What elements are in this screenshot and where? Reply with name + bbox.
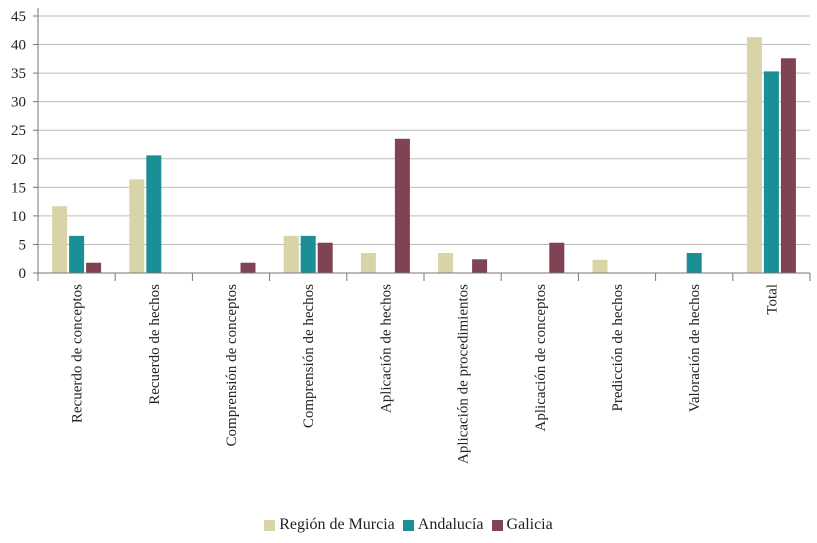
x-tick-label: Aplicación de procedimientos xyxy=(456,284,472,464)
y-tick-label: 20 xyxy=(11,152,26,168)
x-tick-label: Aplicación de hechos xyxy=(378,284,394,413)
bar xyxy=(686,253,702,273)
x-tick-label: Comprensión de hechos xyxy=(301,284,317,428)
bar xyxy=(240,262,256,273)
bar xyxy=(472,259,488,273)
bar xyxy=(746,37,762,274)
bar xyxy=(146,155,162,273)
bar xyxy=(283,235,299,273)
legend-item: Galicia xyxy=(491,516,553,534)
legend-swatch xyxy=(491,519,503,531)
legend-label: Región de Murcia xyxy=(279,516,395,533)
bar xyxy=(300,235,316,273)
legend-swatch xyxy=(264,519,276,531)
bar xyxy=(69,235,85,273)
bar xyxy=(549,242,565,273)
bar xyxy=(86,262,102,273)
bar xyxy=(129,179,145,273)
legend-label: Andalucía xyxy=(417,516,484,533)
bars xyxy=(52,37,796,274)
legend-swatch xyxy=(402,519,414,531)
y-tick-label: 30 xyxy=(11,95,26,111)
y-tick-label: 25 xyxy=(11,123,26,139)
bar xyxy=(317,242,333,273)
x-tick-label: Recuerdo de conceptos xyxy=(70,284,86,423)
y-tick-label: 5 xyxy=(19,237,27,253)
bar xyxy=(780,58,796,273)
x-tick-label: Total xyxy=(764,284,780,315)
x-tick-label: Recuerdo de hechos xyxy=(147,284,163,405)
x-tick-label: Valoración de hechos xyxy=(687,284,703,412)
bar xyxy=(394,138,410,273)
x-axis: Recuerdo de conceptos Recuerdo de hechos C… xyxy=(37,272,811,464)
x-tick-label: Aplicación de conceptos xyxy=(533,284,549,432)
legend-item: Región de Murcia xyxy=(264,516,395,534)
y-axis: 0 5 10 15 20 25 30 35 40 45 xyxy=(11,8,39,282)
bar xyxy=(52,206,68,273)
bar xyxy=(592,259,608,273)
bar xyxy=(763,71,779,273)
y-tick-label: 35 xyxy=(11,66,26,82)
x-tick-label: Comprensión de conceptos xyxy=(224,284,240,447)
legend-item: Andalucía xyxy=(402,516,484,534)
bar xyxy=(360,253,376,273)
legend-label: Galicia xyxy=(506,516,553,533)
bar xyxy=(438,253,454,273)
y-tick-label: 0 xyxy=(19,266,27,282)
y-tick-label: 40 xyxy=(11,38,26,54)
legend: Región de Murcia Andalucía Galicia xyxy=(0,516,817,534)
y-tick-label: 15 xyxy=(11,180,26,196)
y-tick-label: 10 xyxy=(11,209,26,225)
gridlines xyxy=(38,15,810,245)
x-tick-label: Predicción de hechos xyxy=(610,284,626,412)
y-tick-label: 45 xyxy=(11,9,26,25)
